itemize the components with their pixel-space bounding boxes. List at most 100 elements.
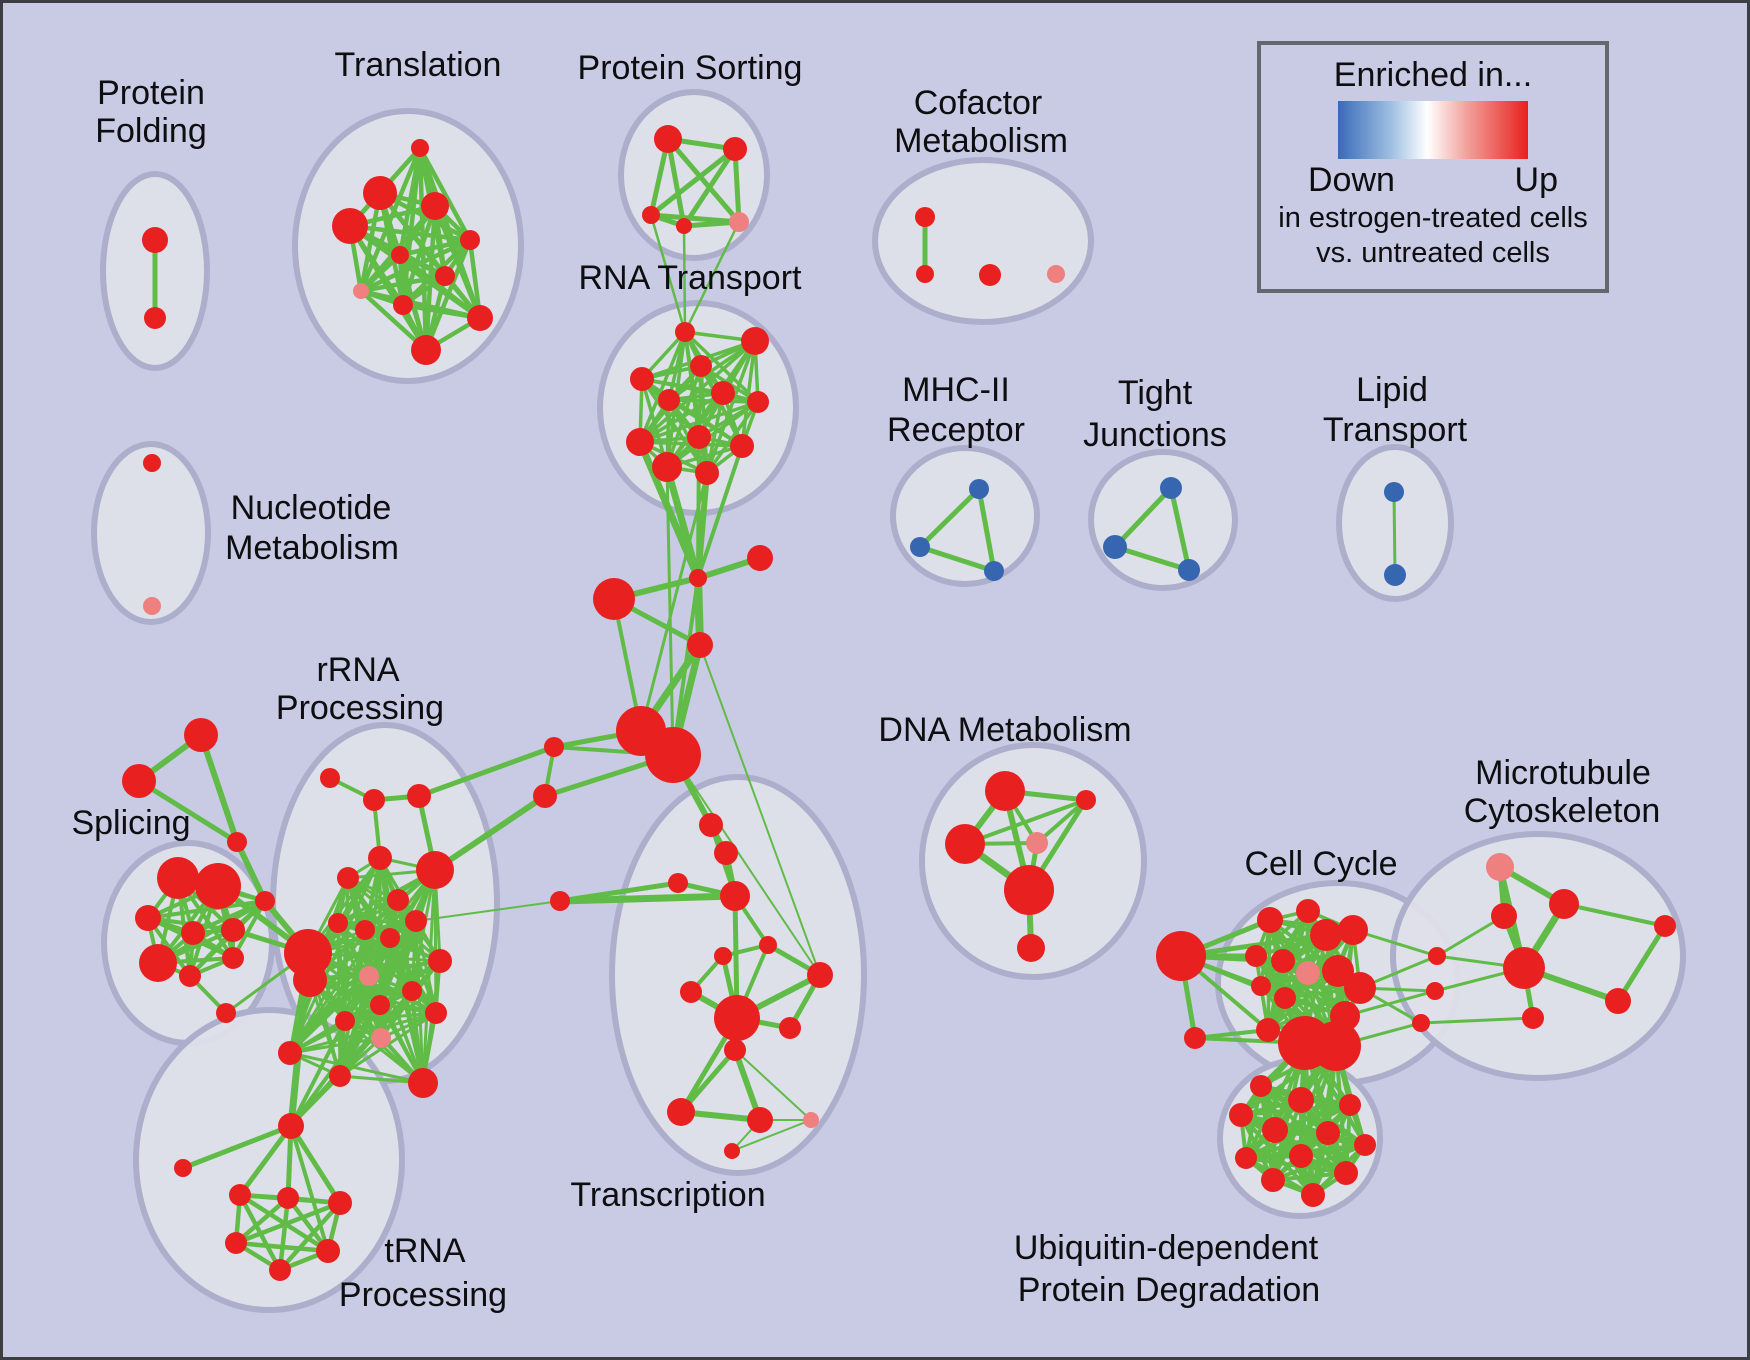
node-tl10 [467,305,493,331]
node-mt1 [1486,853,1514,881]
node-r4 [416,851,454,889]
edge-mt2-mt10 [1562,902,1667,928]
cluster-label-nucleotide-metabolism-0: Nucleotide [231,489,392,527]
node-c6 [1338,915,1368,945]
node-x11 [724,1039,746,1061]
legend-up-label: Up [1514,161,1558,199]
edge-r12-r21 [288,936,392,1055]
node-sp1 [157,857,199,899]
cluster-label-cofactor-metabolism-0: Cofactor [914,84,1043,122]
edge-s1-r3 [416,744,557,799]
edge-tl3-tl10 [432,203,483,321]
node-c3 [1257,907,1283,933]
edge-r18-r21 [288,1011,438,1055]
node-c8 [1271,949,1295,973]
node-r16 [402,981,422,1001]
node-d6 [1017,934,1045,962]
edge-tl5-tl10 [467,237,483,321]
edge-ps3-t1 [649,213,687,334]
node-tl5 [460,230,480,250]
cluster-ellipse-protein-sorting [618,89,770,261]
node-u10 [1261,1168,1285,1192]
node-c14 [1256,1018,1280,1042]
node-sp2 [195,863,241,909]
node-tl7 [435,266,455,286]
node-d2 [1076,790,1096,810]
node-r20 [371,1028,391,1048]
edge-x14-x15 [731,1119,812,1152]
edge-xo-x3 [557,880,681,904]
edge-r11-r21 [288,928,367,1055]
node-d3 [945,824,985,864]
node-tl8 [353,283,369,299]
node-u8 [1235,1147,1257,1169]
node-pf2 [144,307,166,329]
node-c11 [1344,972,1376,1004]
node-t7 [747,391,769,413]
edge-ps4-t1 [682,224,687,334]
node-c4 [1296,899,1320,923]
node-t4 [630,367,654,391]
node-r10 [328,913,348,933]
node-k8 [269,1259,291,1281]
node-mt9 [1412,1014,1430,1032]
edge-k1-k2 [180,1123,294,1171]
edge-k5-k8 [277,1200,343,1273]
edge-u6-u8 [1244,1131,1330,1160]
node-r1 [320,768,340,788]
node-u1 [1250,1075,1272,1097]
edge-tj1-tj3 [1168,485,1192,573]
node-bigC2 [1311,1021,1361,1071]
legend: Enriched in... Down Up in estrogen-treat… [1257,41,1609,293]
node-r8 [387,889,409,911]
node-x9 [714,995,760,1041]
node-tl4 [332,208,368,244]
edge-c11-c12 [1259,984,1362,990]
cluster-ellipse-nucleotide-metabolism [91,441,211,625]
node-tj2 [1103,535,1127,559]
legend-title: Enriched in... [1333,56,1533,94]
edge-r5-r10 [336,856,382,925]
node-u2 [1288,1087,1314,1113]
node-tl6 [391,246,409,264]
node-c10 [1322,955,1354,987]
node-pf1 [142,227,168,253]
node-mt7 [1605,988,1631,1014]
node-t11 [652,452,682,482]
edge-mt4-mt3 [1435,914,1506,958]
edge-t7-t9 [638,400,760,444]
node-t12 [695,461,719,485]
edge-r11-r22 [338,928,367,1078]
edge-t6-t7 [667,398,760,404]
edge-tr2-tr3 [136,778,240,845]
node-ps1 [654,125,682,153]
node-sp4 [181,921,205,945]
node-r7b [293,963,327,997]
node-x10 [779,1017,801,1039]
node-m2 [747,545,773,571]
node-nu2 [143,597,161,615]
node-r21 [278,1041,302,1065]
node-x7 [807,962,833,988]
node-mt3 [1491,903,1517,929]
node-x15 [724,1143,740,1159]
node-u9 [1289,1144,1313,1168]
edge-r19-r23 [343,1019,425,1085]
node-r22 [329,1065,351,1087]
node-c2 [1184,1027,1206,1049]
node-x2 [714,841,738,865]
node-tr2 [122,764,156,798]
edge-r9-r23 [414,919,425,1085]
edge-r9-r10 [336,919,418,925]
node-x13 [747,1107,773,1133]
node-c1 [1156,931,1206,981]
node-mt6 [1426,982,1444,1000]
cluster-ellipse-cofactor-metabolism [872,157,1094,325]
node-k1 [278,1113,304,1139]
node-sp11 [222,947,244,969]
edge-t11-bigB [665,465,675,757]
node-x8 [680,981,702,1003]
edge-k1-k5 [288,1123,343,1206]
edge-tl4-tl5 [347,223,473,243]
node-t1 [675,322,695,342]
